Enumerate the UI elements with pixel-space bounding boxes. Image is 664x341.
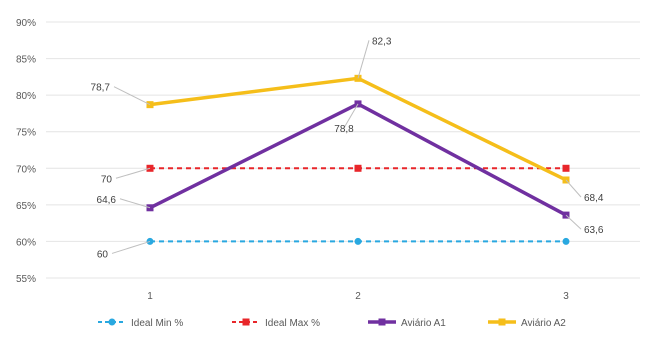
data-label: 64,6 bbox=[97, 195, 117, 206]
y-tick-label: 90% bbox=[16, 18, 36, 29]
leader-line bbox=[343, 103, 359, 129]
leader-line bbox=[119, 198, 151, 209]
legend-label: Aviário A2 bbox=[521, 318, 566, 329]
gridlines bbox=[46, 21, 640, 279]
y-axis-ticks: 55% 60% 65% 70% 75% 80% 85% 90% bbox=[16, 18, 36, 285]
legend-label: Ideal Min % bbox=[131, 318, 183, 329]
legend-label: Aviário A1 bbox=[401, 318, 446, 329]
data-label: 68,4 bbox=[584, 193, 604, 204]
data-point bbox=[354, 164, 362, 172]
legend-marker bbox=[108, 318, 116, 326]
data-point bbox=[562, 164, 570, 172]
data-label: 70 bbox=[101, 174, 113, 185]
data-label: 63,6 bbox=[584, 225, 604, 236]
y-tick-label: 85% bbox=[16, 55, 36, 66]
leader-line bbox=[357, 40, 370, 79]
x-tick-label: 1 bbox=[147, 291, 153, 302]
legend-marker bbox=[242, 318, 250, 326]
data-point bbox=[562, 237, 570, 245]
legend-marker bbox=[378, 318, 386, 326]
data-label: 78,7 bbox=[91, 83, 111, 94]
leader-line bbox=[565, 214, 582, 230]
data-labels: 60 70 64,6 78,8 63,6 78,7 82,3 68,4 bbox=[91, 36, 604, 260]
legend-label: Ideal Max % bbox=[265, 318, 320, 329]
y-tick-label: 65% bbox=[16, 201, 36, 212]
data-label: 60 bbox=[97, 249, 109, 260]
x-axis-ticks: 1 2 3 bbox=[147, 291, 569, 302]
data-point bbox=[354, 237, 362, 245]
y-tick-label: 75% bbox=[16, 128, 36, 139]
x-tick-label: 2 bbox=[355, 291, 361, 302]
series-line-4 bbox=[149, 76, 567, 182]
leader-line bbox=[113, 86, 151, 106]
series-lines bbox=[146, 74, 570, 245]
legend-marker bbox=[498, 318, 506, 326]
leader-line bbox=[111, 240, 151, 254]
y-tick-label: 60% bbox=[16, 237, 36, 248]
y-tick-label: 70% bbox=[16, 164, 36, 175]
legend: Ideal Min % Ideal Max % Aviário A1 Aviário … bbox=[98, 318, 566, 329]
leader-line bbox=[565, 179, 582, 198]
y-tick-label: 55% bbox=[16, 274, 36, 285]
leader-line bbox=[115, 167, 151, 179]
x-tick-label: 3 bbox=[563, 291, 569, 302]
data-label: 78,8 bbox=[334, 124, 354, 135]
data-label: 82,3 bbox=[372, 36, 392, 47]
series-line-3 bbox=[149, 102, 567, 217]
y-tick-label: 80% bbox=[16, 91, 36, 102]
